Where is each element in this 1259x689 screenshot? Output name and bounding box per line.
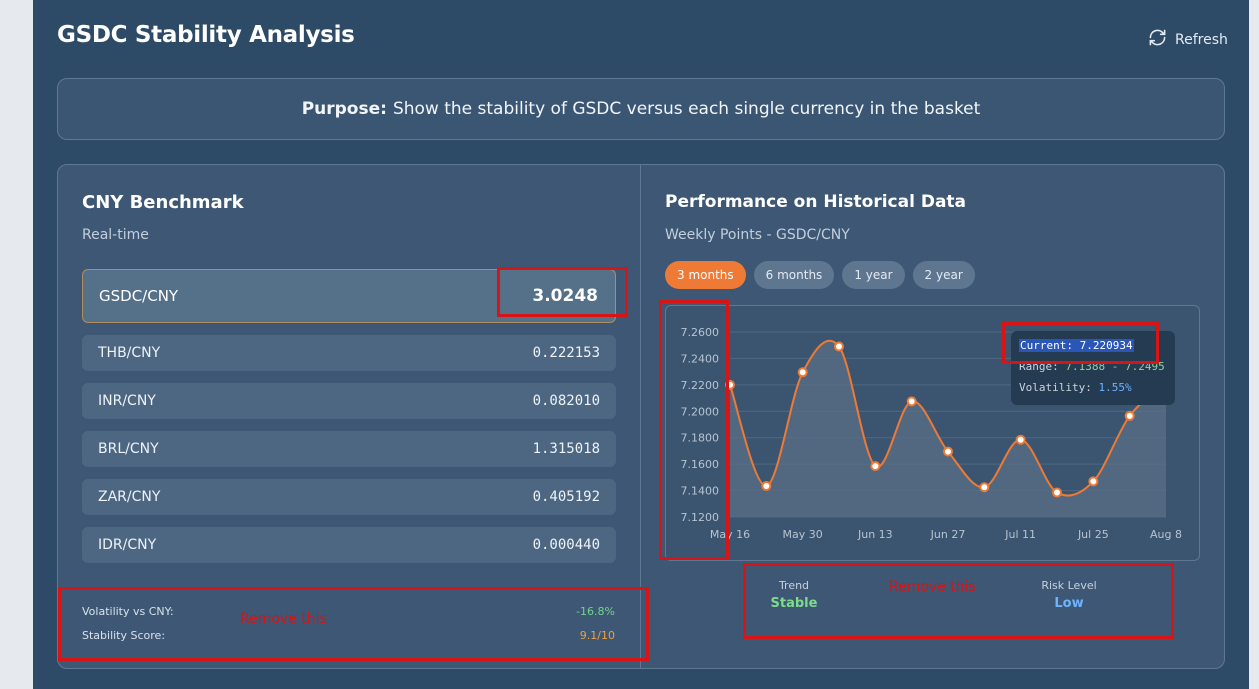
pair-value: 1.315018 [533, 441, 600, 457]
purpose-text: Show the stability of GSDC versus each s… [393, 99, 980, 119]
main-pair-label: GSDC/CNY [99, 287, 178, 305]
x-tick-label: May 30 [783, 528, 823, 541]
data-point [1017, 436, 1025, 444]
tooltip-volatility-value: 1.55% [1098, 381, 1131, 394]
refresh-label: Refresh [1175, 32, 1228, 48]
performance-subtitle: Weekly Points - GSDC/CNY [665, 227, 850, 243]
data-point [1089, 477, 1097, 485]
annotation-box-main-value [497, 267, 628, 317]
pair-row-zar: ZAR/CNY 0.405192 [82, 479, 616, 515]
annotation-text-left: Remove this [240, 611, 327, 627]
data-point [799, 368, 807, 376]
performance-title: Performance on Historical Data [665, 192, 966, 212]
annotation-box-stats [58, 587, 649, 661]
tab-1-year[interactable]: 1 year [842, 261, 904, 289]
pair-row-brl: BRL/CNY 1.315018 [82, 431, 616, 467]
page-title: GSDC Stability Analysis [57, 22, 355, 48]
data-point [980, 483, 988, 491]
pair-label: ZAR/CNY [98, 489, 160, 505]
x-tick-label: Jun 13 [857, 528, 893, 541]
purpose-banner: Purpose: Show the stability of GSDC vers… [57, 78, 1225, 140]
data-point [762, 482, 770, 490]
pair-label: INR/CNY [98, 393, 156, 409]
tab-3-months[interactable]: 3 months [665, 261, 746, 289]
x-tick-label: Aug 8 [1150, 528, 1182, 541]
tooltip-volatility: Volatility: 1.55% [1019, 381, 1167, 402]
data-point [908, 397, 916, 405]
tooltip-volatility-label: Volatility: [1019, 381, 1092, 394]
x-tick-label: Jun 27 [930, 528, 966, 541]
refresh-button[interactable]: Refresh [1148, 28, 1228, 51]
pair-label: BRL/CNY [98, 441, 159, 457]
data-point [871, 462, 879, 470]
data-point [1126, 412, 1134, 420]
annotation-box-metrics [743, 563, 1174, 639]
period-tabs: 3 months 6 months 1 year 2 year [665, 261, 975, 289]
tab-2-year[interactable]: 2 year [913, 261, 975, 289]
tab-6-months[interactable]: 6 months [754, 261, 835, 289]
benchmark-subtitle: Real-time [82, 227, 149, 243]
pair-value: 0.082010 [533, 393, 600, 409]
annotation-text-right: Remove this [889, 579, 976, 595]
pair-value: 0.000440 [533, 537, 600, 553]
x-tick-label: Jul 25 [1077, 528, 1109, 541]
pair-label: IDR/CNY [98, 537, 156, 553]
data-point [1053, 489, 1061, 497]
pair-row-thb: THB/CNY 0.222153 [82, 335, 616, 371]
annotation-box-tooltip [1002, 322, 1159, 364]
refresh-icon [1148, 28, 1167, 51]
pair-label: THB/CNY [98, 345, 160, 361]
purpose-label: Purpose: [302, 99, 387, 119]
data-point [944, 448, 952, 456]
x-tick-label: Jul 11 [1004, 528, 1036, 541]
pair-value: 0.222153 [533, 345, 600, 361]
benchmark-title: CNY Benchmark [82, 192, 244, 213]
annotation-box-yaxis [659, 300, 729, 560]
pair-value: 0.405192 [533, 489, 600, 505]
pair-row-inr: INR/CNY 0.082010 [82, 383, 616, 419]
pair-row-idr: IDR/CNY 0.000440 [82, 527, 616, 563]
data-point [835, 343, 843, 351]
